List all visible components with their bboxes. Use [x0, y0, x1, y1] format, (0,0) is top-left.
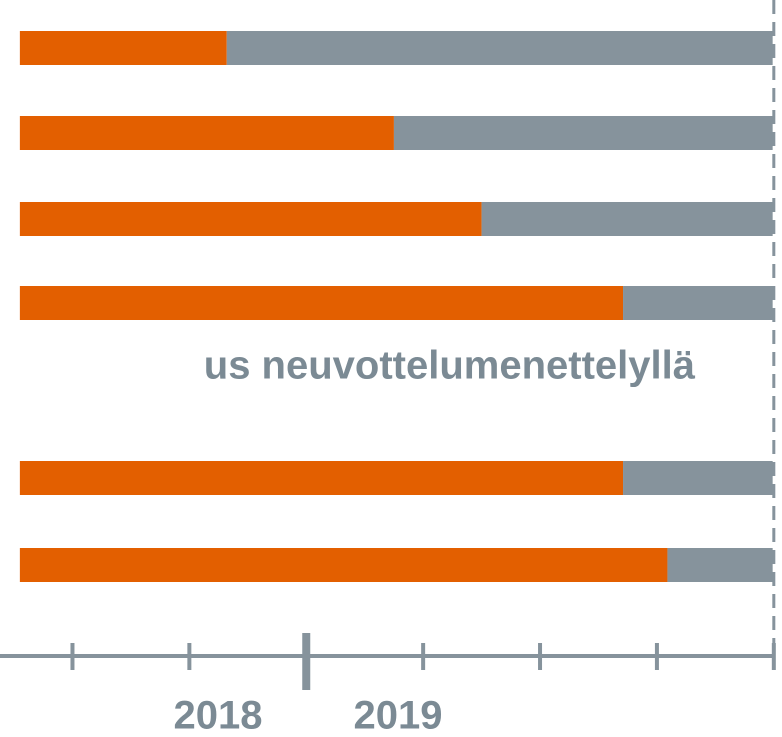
- year-label: 2018: [174, 694, 263, 737]
- bar-segment: [19, 116, 394, 150]
- bar-segment: [393, 116, 773, 150]
- bar-segment: [19, 548, 668, 582]
- year-label: 2019: [354, 694, 443, 737]
- bar-segment: [19, 31, 227, 65]
- bar-segment: [623, 286, 773, 320]
- bar-segment: [481, 202, 773, 236]
- bar-segment: [19, 202, 482, 236]
- bar-segment: [623, 461, 773, 495]
- bar-segment: [226, 31, 773, 65]
- bar-segment: [667, 548, 773, 582]
- bar-segment: [19, 461, 624, 495]
- section-heading: us neuvottelumenettelyllä: [204, 344, 696, 388]
- bar-segment: [19, 286, 624, 320]
